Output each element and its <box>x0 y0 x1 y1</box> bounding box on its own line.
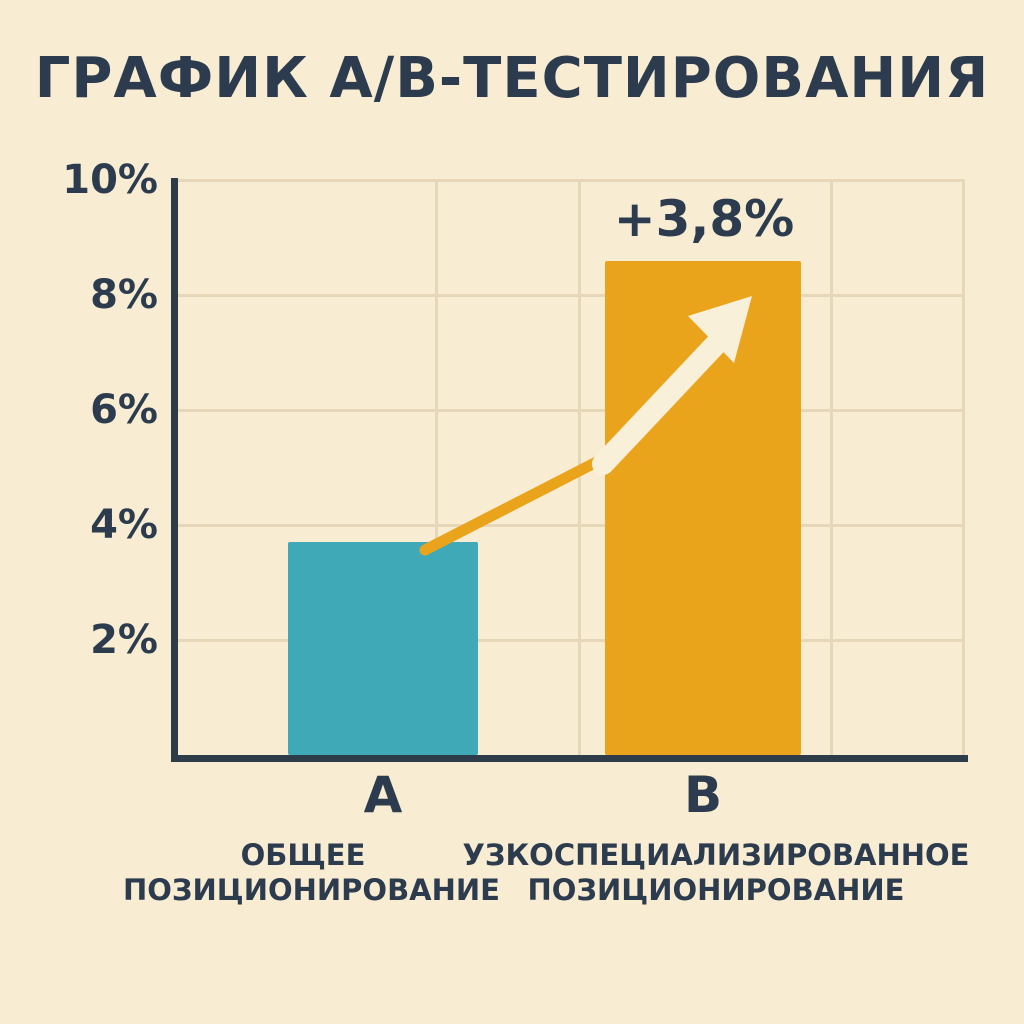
caption-b: УЗКОСПЕЦИАЛИЗИРОВАННОЕ ПОЗИЦИОНИРОВАНИЕ <box>462 838 970 908</box>
ytick-label: 2% <box>90 617 158 663</box>
chart-title: ГРАФИК A/B-ТЕСТИРОВАНИЯ <box>34 46 990 111</box>
ytick-label: 8% <box>90 272 158 318</box>
category-label-a: A <box>363 766 403 824</box>
ytick-label: 10% <box>62 157 158 203</box>
gridline-h <box>178 638 965 642</box>
category-label-b: B <box>683 766 723 824</box>
gridline-h <box>178 178 965 182</box>
y-axis-line <box>171 178 178 762</box>
gridline-h <box>178 293 965 297</box>
ytick-label: 4% <box>90 502 158 548</box>
gridline-v <box>962 180 965 755</box>
x-axis-line <box>171 755 968 762</box>
plot-area <box>178 178 965 755</box>
caption-a: ОБЩЕЕ ПОЗИЦИОНИРОВАНИЕ <box>123 838 500 908</box>
gridline-v <box>830 180 833 755</box>
arrow-tail <box>419 446 622 556</box>
bar-b <box>605 260 801 755</box>
ytick-label: 6% <box>90 387 158 433</box>
bar-a <box>288 542 478 755</box>
gridline-h <box>178 523 965 527</box>
uplift-annotation: +3,8% <box>613 190 795 248</box>
gridline-h <box>178 408 965 412</box>
gridline-v <box>578 180 581 755</box>
